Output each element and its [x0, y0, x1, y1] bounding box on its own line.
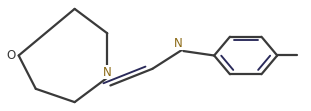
Text: N: N [103, 66, 112, 79]
Text: O: O [6, 49, 16, 62]
Text: N: N [174, 37, 182, 50]
